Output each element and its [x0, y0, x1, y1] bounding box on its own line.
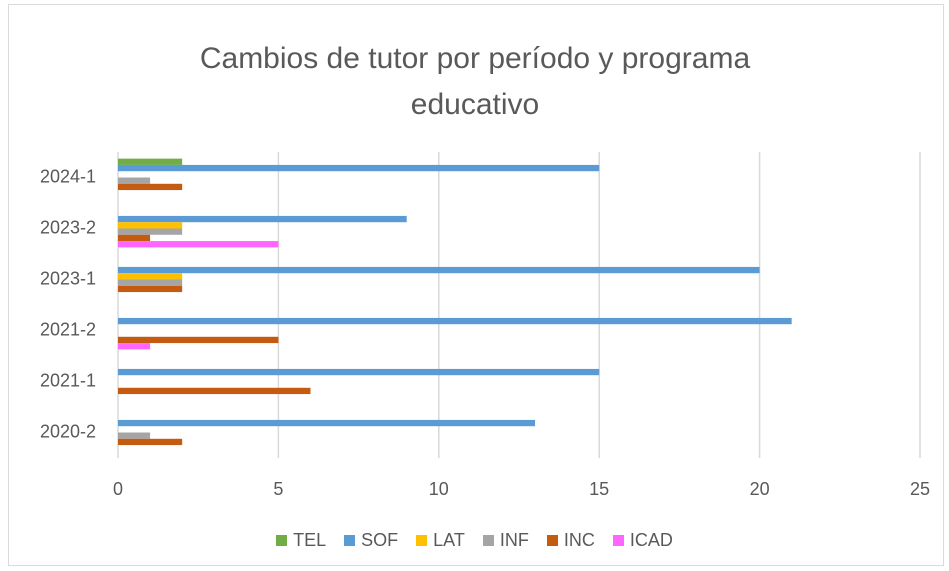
legend: TEL SOF LAT INF INC ICAD	[0, 530, 949, 551]
legend-label: SOF	[361, 530, 399, 550]
bar	[118, 285, 183, 293]
legend-swatch	[546, 535, 558, 546]
x-tick-label: 20	[750, 479, 770, 499]
bar	[118, 279, 183, 286]
y-tick-label: 2020-2	[40, 421, 96, 441]
x-tick-label: 10	[429, 479, 449, 499]
bar	[118, 273, 183, 280]
bar	[118, 158, 183, 165]
bar	[118, 183, 183, 191]
bar	[118, 228, 183, 235]
y-tick-label: 2023-2	[40, 217, 96, 237]
legend-label: ICAD	[629, 530, 673, 550]
legend-swatch	[416, 535, 428, 546]
x-tick-label: 15	[589, 479, 609, 499]
bar	[118, 419, 536, 427]
legend-item: TEL	[276, 530, 326, 551]
bar	[118, 387, 311, 395]
legend-label: TEL	[293, 530, 327, 550]
bar	[118, 222, 183, 229]
legend-item: INF	[482, 530, 529, 551]
x-tick-label: 0	[113, 479, 123, 499]
legend-item: INC	[546, 530, 595, 551]
bar	[118, 234, 151, 242]
bar	[118, 164, 600, 172]
bar	[118, 368, 600, 376]
chart-title: Cambios de tutor por período y programa …	[199, 42, 751, 121]
y-tick-label: 2024-1	[40, 166, 96, 186]
legend-label: LAT	[433, 530, 465, 550]
bar	[118, 177, 151, 184]
legend-swatch	[276, 535, 288, 546]
y-tick-label: 2021-2	[40, 319, 96, 339]
x-tick-label: 25	[910, 479, 930, 499]
legend-item: SOF	[344, 530, 398, 551]
bar	[118, 336, 279, 344]
bar	[118, 343, 151, 350]
y-tick-label: 2023-1	[40, 268, 96, 288]
chart-frame	[8, 4, 944, 566]
y-tick-label: 2021-1	[40, 370, 96, 390]
bar	[118, 438, 183, 446]
legend-swatch	[612, 535, 624, 546]
legend-swatch	[482, 535, 494, 546]
bar	[118, 266, 760, 274]
legend-item: ICAD	[612, 530, 673, 551]
legend-label: INC	[563, 530, 595, 550]
bar	[118, 432, 151, 439]
legend-item: LAT	[416, 530, 465, 551]
bar	[118, 241, 279, 248]
bar	[118, 317, 792, 325]
x-tick-label: 5	[273, 479, 283, 499]
legend-swatch	[344, 535, 356, 546]
legend-label: INF	[499, 530, 529, 550]
bar	[118, 215, 407, 223]
